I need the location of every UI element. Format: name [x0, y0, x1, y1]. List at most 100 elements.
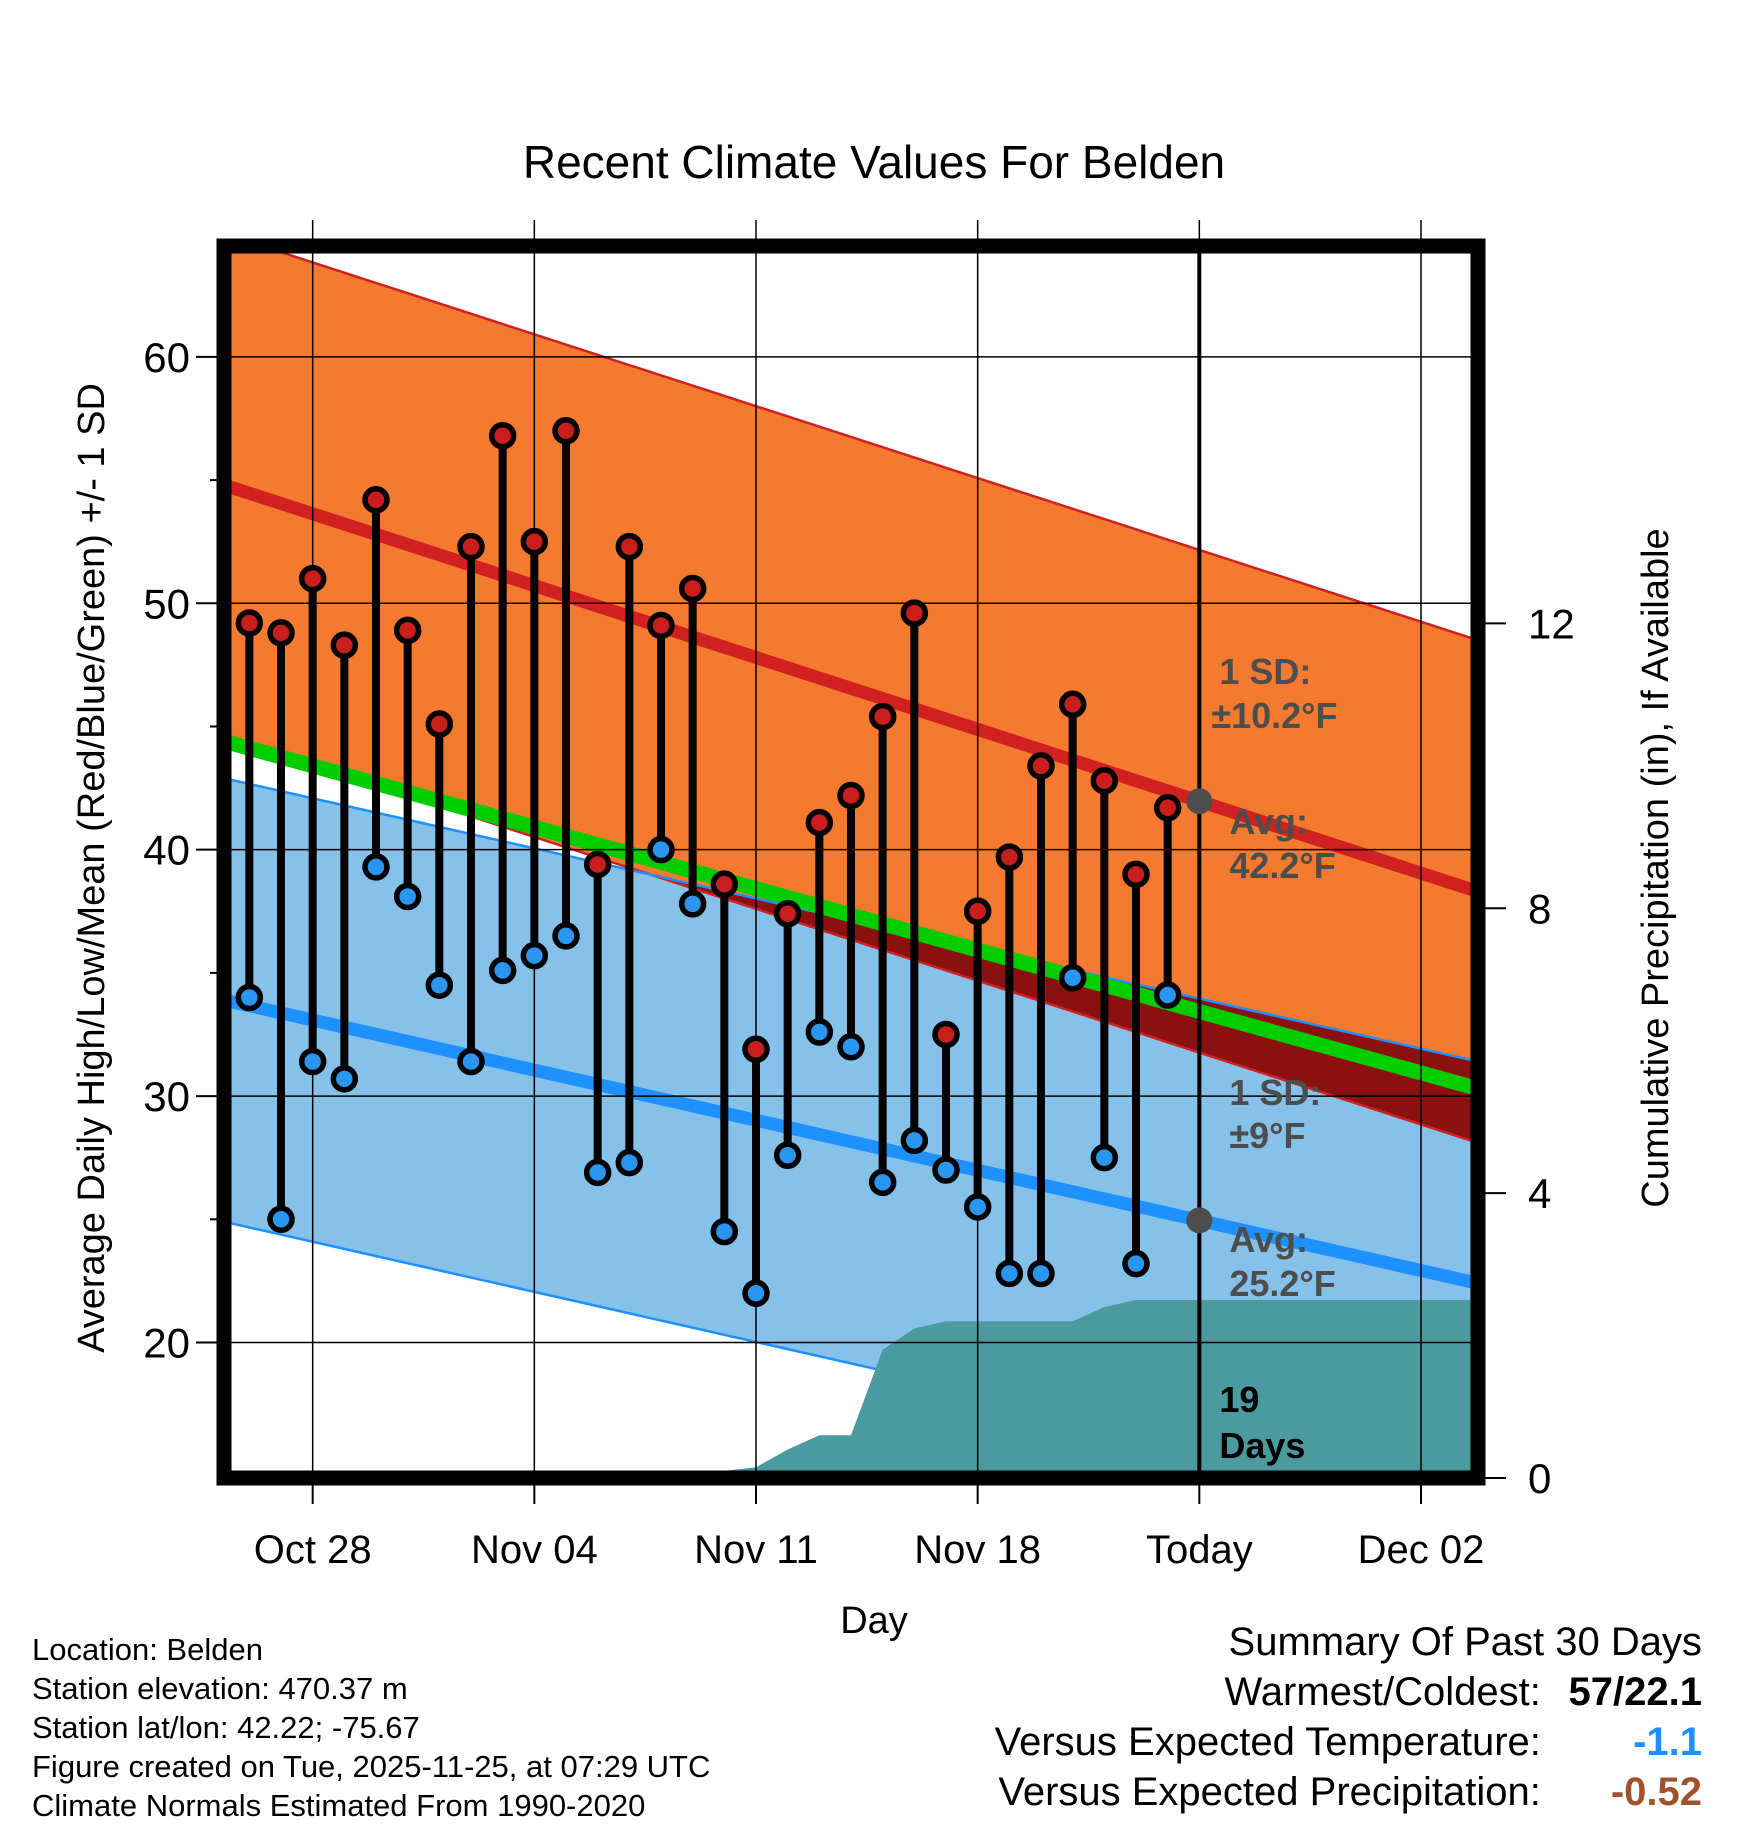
observed-low-point: [1058, 964, 1087, 992]
y-axis-label: Average Daily High/Low/Mean (Red/Blue/Gr…: [71, 383, 113, 1353]
low-avg-annotation-title: Avg:: [1229, 1219, 1308, 1260]
observed-high-point: [710, 870, 739, 898]
observed-high-point: [362, 486, 390, 514]
y2-tick-label: 8: [1528, 885, 1551, 932]
observed-high-point: [995, 843, 1024, 871]
observed-low-point: [932, 1156, 960, 1184]
y-tick-label: 20: [143, 1319, 190, 1366]
temp-value: -1.1: [1633, 1720, 1702, 1764]
observed-low-point: [868, 1168, 897, 1197]
observed-low-point: [1153, 981, 1182, 1009]
observed-low-point: [805, 1018, 834, 1046]
summary-panel: Summary Of Past 30 Days Warmest/Coldest:…: [902, 1620, 1702, 1820]
observed-low-point: [393, 882, 422, 911]
observed-low-point: [330, 1065, 359, 1093]
observed-high-point: [900, 599, 929, 627]
precip-label: Versus Expected Precipitation:: [998, 1770, 1541, 1814]
high-avg-annotation-title: Avg:: [1229, 801, 1308, 842]
y2-tick-label: 0: [1528, 1455, 1551, 1502]
observed-high-point: [1090, 766, 1119, 795]
summary-temp-row: Versus Expected Temperature: -1.1: [995, 1720, 1702, 1765]
observed-high-point: [488, 421, 517, 450]
x-axis-label: Day: [840, 1600, 908, 1642]
plot-content: [224, 246, 1478, 1478]
observed-low-point: [900, 1126, 929, 1155]
station-info: Location: Belden Station elevation: 470.…: [32, 1630, 710, 1825]
y-tick-label: 60: [143, 334, 190, 381]
observed-high-point: [1122, 860, 1150, 889]
observed-low-point: [1122, 1249, 1150, 1278]
observed-low-point: [773, 1141, 802, 1169]
normal-high-line: [224, 478, 1478, 898]
observed-high-point: [773, 899, 802, 928]
y-tick-label: 30: [143, 1073, 190, 1120]
x-tick-label: Today: [1146, 1528, 1253, 1572]
observed-high-point: [1027, 752, 1055, 780]
observed-high-point: [425, 710, 454, 738]
low-sd-annotation-title: 1 SD:: [1229, 1072, 1321, 1113]
observed-low-point: [235, 983, 264, 1012]
observed-low-point: [552, 922, 580, 950]
observed-high-point: [742, 1035, 770, 1064]
observed-low-point: [837, 1033, 865, 1061]
observed-high-point: [1153, 794, 1182, 822]
observed-low-point: [583, 1158, 612, 1187]
plot-area: 20 30 40 50 60 0 4 8 12 Oct 28 Nov 04 Nov 11 Nov 18 T…: [143, 220, 1575, 1572]
temp-label: Versus Expected Temperature:: [994, 1720, 1541, 1764]
high-sd-annotation-title: 1 SD:: [1219, 651, 1311, 692]
location-text: Location: Belden: [32, 1632, 263, 1667]
chart-title: Recent Climate Values For Belden: [523, 136, 1225, 188]
low-avg-annotation-value: 25.2°F: [1229, 1263, 1335, 1304]
observed-low-point: [425, 971, 454, 999]
warm-cold-label: Warmest/Coldest:: [1224, 1670, 1541, 1714]
low-sd-annotation-value: ±9°F: [1229, 1115, 1305, 1156]
observed-high-point: [235, 609, 264, 637]
y2-tick-label: 12: [1528, 600, 1575, 647]
observed-high-point: [678, 574, 707, 603]
observed-low-point: [1027, 1259, 1055, 1288]
high-upper-sd-line: [257, 246, 1478, 642]
observed-high-point: [298, 564, 327, 593]
observed-high-point: [583, 850, 612, 879]
observed-high-point: [552, 417, 580, 445]
y-tick-label: 40: [143, 827, 190, 874]
observed-high-point: [520, 527, 549, 556]
high-avg-annotation-value: 42.2°F: [1229, 845, 1335, 886]
normal-low-line: [224, 993, 1478, 1290]
observed-low-point: [647, 835, 675, 864]
observed-low-point: [742, 1279, 770, 1307]
observed-high-point: [963, 897, 992, 926]
observed-high-point: [868, 702, 897, 731]
summary-warm-cold-row: Warmest/Coldest: 57/22.1: [1225, 1670, 1703, 1715]
observed-high-point: [837, 781, 865, 810]
precip-area: [224, 1300, 1478, 1478]
x-tick-label: Dec 02: [1358, 1528, 1485, 1572]
observed-low-point: [362, 853, 390, 881]
high-sd-annotation-value: ±10.2°F: [1211, 695, 1337, 736]
plot-frame: [216, 238, 1486, 1486]
precip-days-label: Days: [1219, 1425, 1305, 1466]
precip-value: -0.52: [1610, 1770, 1702, 1814]
x-tick-label: Oct 28: [254, 1528, 372, 1572]
observed-high-point: [330, 631, 359, 659]
elevation-text: Station elevation: 470.37 m: [32, 1671, 408, 1706]
observed-high-point: [647, 611, 675, 640]
observed-low-point: [995, 1259, 1024, 1288]
x-tick-label: Nov 04: [471, 1528, 598, 1572]
observed-high-point: [932, 1020, 960, 1049]
observed-high-point: [267, 619, 295, 647]
observed-low-point: [457, 1047, 485, 1076]
observed-low-point: [520, 941, 549, 970]
observed-high-point: [805, 808, 834, 837]
latlon-text: Station lat/lon: 42.22; -75.67: [32, 1710, 420, 1745]
normals-text: Climate Normals Estimated From 1990-2020: [32, 1788, 646, 1823]
x-tick-label: Nov 18: [914, 1528, 1041, 1572]
observed-low-point: [678, 890, 707, 918]
created-text: Figure created on Tue, 2025-11-25, at 07…: [32, 1749, 711, 1784]
observed-low-point: [1090, 1143, 1119, 1172]
y2-axis-label: Cumulative Precipitation (in), If Availa…: [1635, 528, 1677, 1207]
summary-title: Summary Of Past 30 Days: [1228, 1620, 1702, 1664]
x-tick-label: Nov 11: [694, 1528, 818, 1572]
observed-high-point: [615, 532, 644, 561]
